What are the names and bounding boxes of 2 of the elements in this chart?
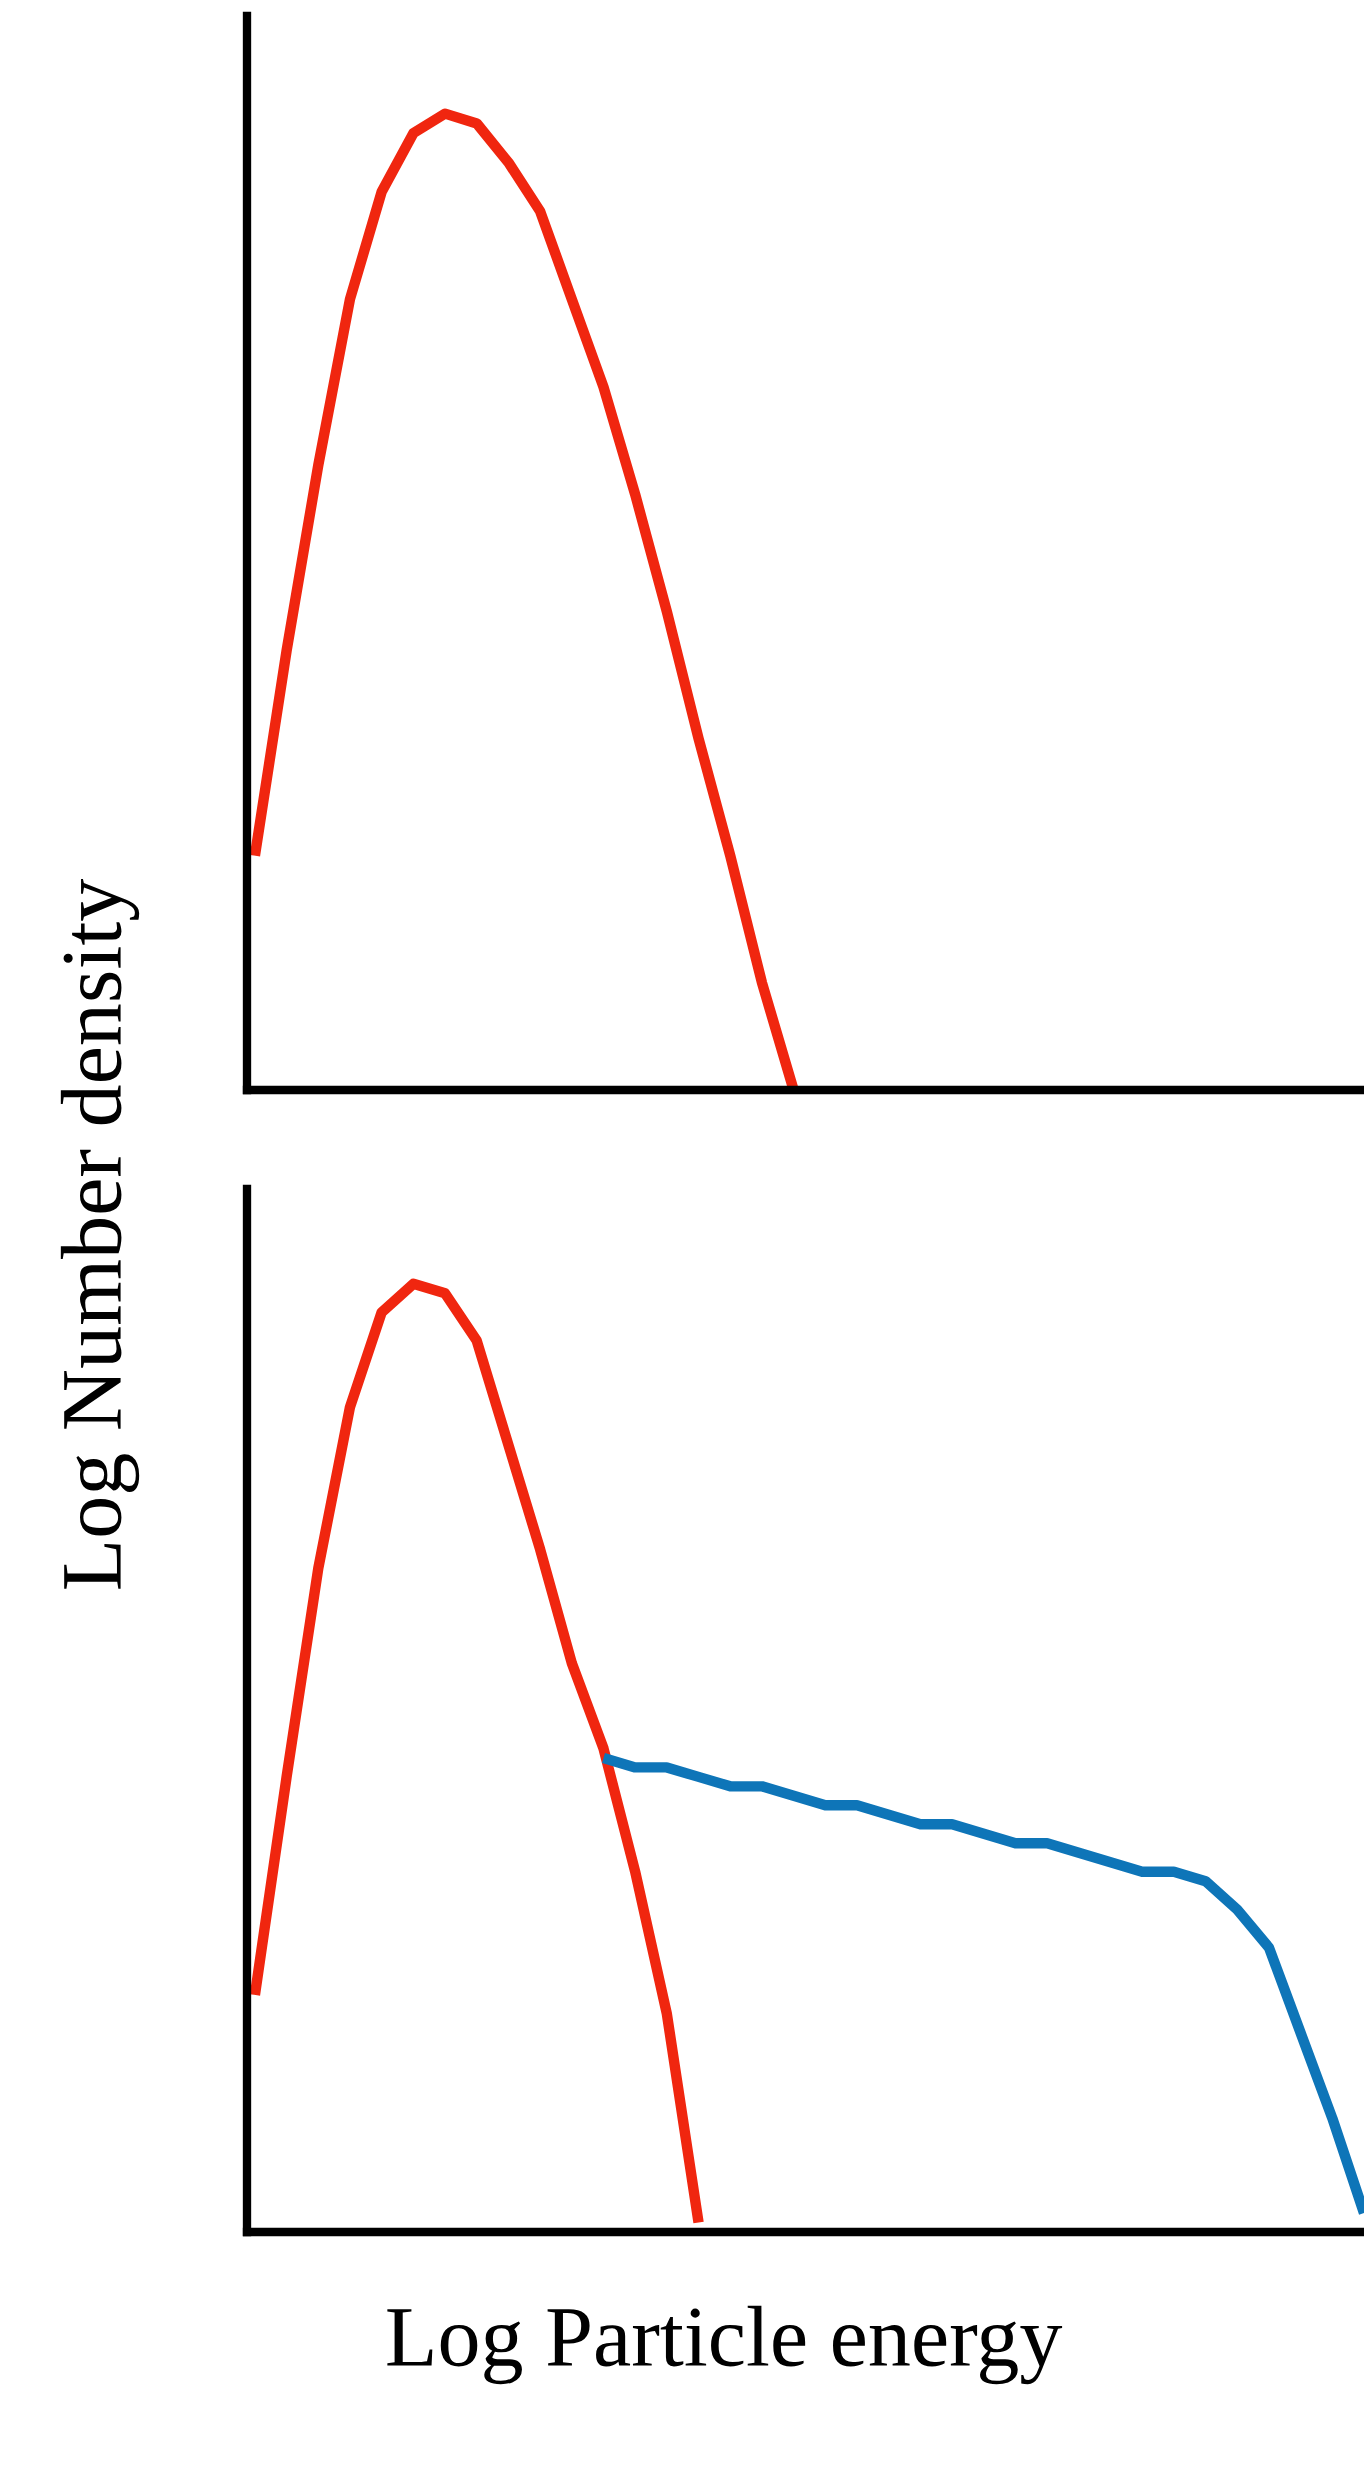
- x-axis-title: Log Particle energy: [387, 2305, 1063, 2385]
- y-axis-title: Log Number density: [60, 878, 140, 1589]
